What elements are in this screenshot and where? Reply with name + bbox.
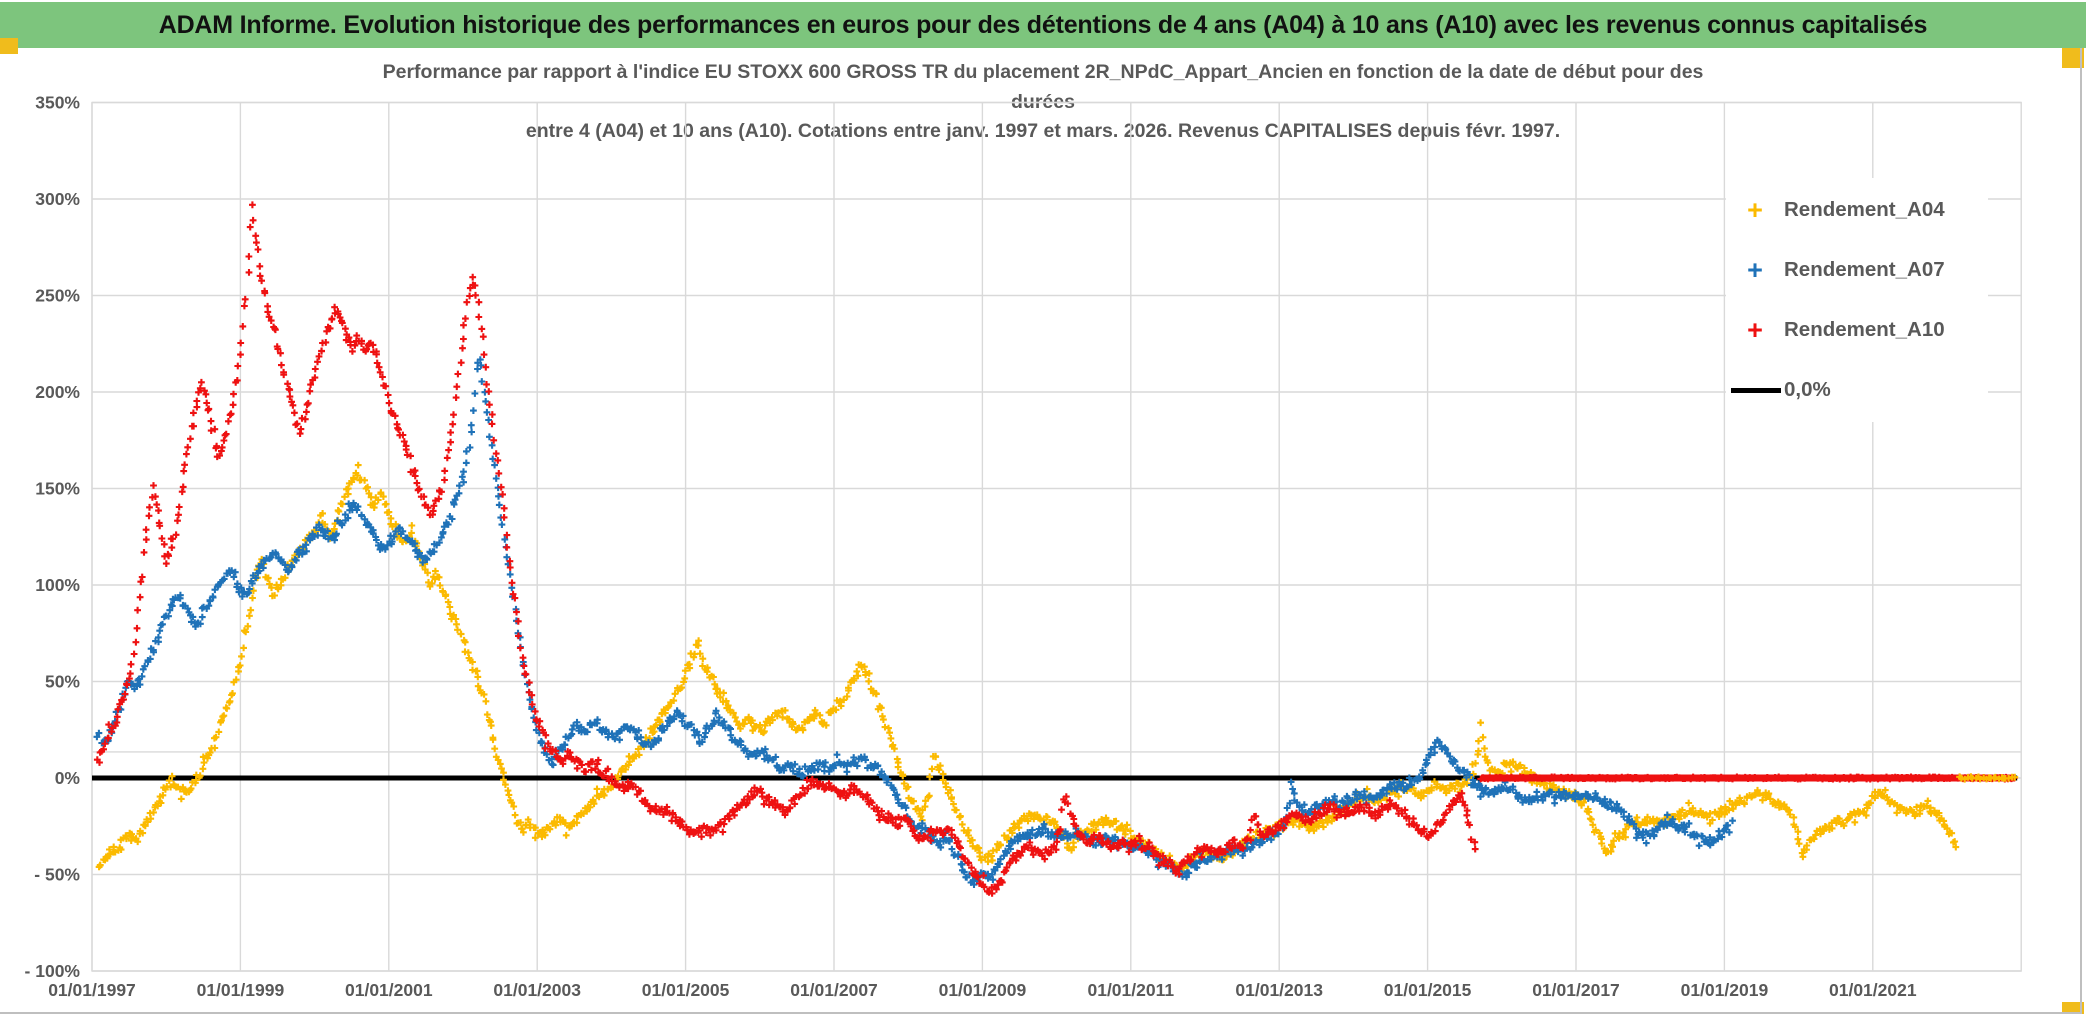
x-axis-tick-label: 01/01/2005 (642, 980, 730, 1000)
y-axis-tick-label: 150% (35, 479, 80, 499)
series-rendement_a07 (93, 356, 1736, 888)
x-axis-tick-label: 01/01/2009 (939, 980, 1027, 1000)
legend-label: Rendement_A04 (1784, 198, 1945, 221)
y-axis-tick-label: 200% (35, 382, 80, 402)
corner-accent-top-left (0, 38, 18, 54)
chart-legend: + Rendement_A04 + Rendement_A07 + Rendem… (1726, 178, 1988, 422)
corner-accent-bottom-right (2062, 1002, 2084, 1014)
x-axis-tick-label: 01/01/2021 (1829, 980, 1917, 1000)
x-axis-tick-label: 01/01/2013 (1235, 980, 1323, 1000)
legend-item-rendement-a04[interactable]: + Rendement_A04 (1726, 180, 1988, 240)
y-axis-tick-label: - 50% (34, 865, 80, 885)
page-title: ADAM Informe. Evolution historique des p… (158, 10, 1928, 39)
plus-marker-icon: + (1747, 254, 1763, 285)
x-axis-tick-label: 01/01/1997 (48, 980, 136, 1000)
series-rendement_a10-flat-markers (1477, 773, 2018, 783)
y-axis-tick-label: - 100% (25, 961, 81, 981)
plus-marker-icon: + (1747, 194, 1763, 225)
series-rendement_a04 (95, 461, 1960, 875)
x-axis-tick-label: 01/01/2001 (345, 980, 433, 1000)
y-axis-tick-label: 250% (35, 286, 80, 306)
series-rendement_a10 (93, 201, 1479, 897)
chart-border-right (2080, 48, 2082, 1014)
corner-accent-top-right (2062, 48, 2084, 68)
x-axis-tick-label: 01/01/2019 (1681, 980, 1769, 1000)
legend-item-rendement-a07[interactable]: + Rendement_A07 (1726, 240, 1988, 300)
chart-border-bottom (0, 1012, 2082, 1014)
chart-title-line-2: durées (1011, 90, 1075, 113)
chart-title-line-3: entre 4 (A04) et 10 ans (A10). Cotations… (525, 120, 1561, 142)
legend-label: Rendement_A10 (1784, 318, 1945, 341)
y-axis-tick-label: 350% (35, 93, 80, 113)
legend-label: 0,0% (1784, 378, 1831, 401)
chart-title-line-1: Performance par rapport à l'indice EU ST… (382, 61, 1704, 83)
legend-item-rendement-a10[interactable]: + Rendement_A10 (1726, 300, 1988, 360)
x-axis-tick-label: 01/01/2011 (1087, 980, 1174, 1000)
x-axis-tick-label: 01/01/2015 (1384, 980, 1472, 1000)
legend-label: Rendement_A07 (1784, 258, 1945, 281)
header-banner: ADAM Informe. Evolution historique des p… (0, 2, 2086, 48)
y-axis-tick-label: 0% (55, 768, 81, 788)
x-axis-tick-label: 01/01/2003 (493, 980, 581, 1000)
y-axis-tick-label: 100% (35, 575, 80, 595)
legend-item-zero-line[interactable]: 0,0% (1726, 360, 1988, 420)
y-axis-tick-label: 300% (35, 189, 80, 209)
x-axis-tick-label: 01/01/2017 (1532, 980, 1620, 1000)
y-axis-tick-label: 50% (45, 672, 80, 692)
x-axis-tick-label: 01/01/2007 (790, 980, 878, 1000)
series-rendement_a04-flat-markers (1956, 773, 2019, 783)
plot-border (91, 101, 2022, 972)
x-axis-tick-label: 01/01/1999 (197, 980, 285, 1000)
zero-line-sample-icon (1731, 387, 1781, 393)
chart-title: Performance par rapport à l'indice EU ST… (120, 58, 1966, 147)
plus-marker-icon: + (1747, 314, 1763, 345)
